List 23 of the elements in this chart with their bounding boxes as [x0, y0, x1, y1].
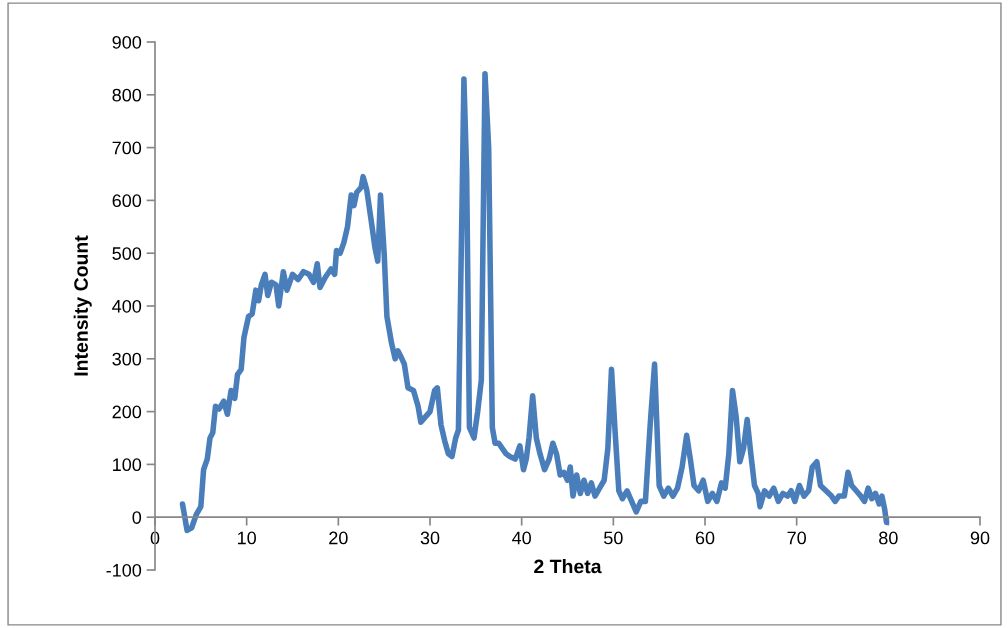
x-tick-label: 0 [150, 531, 160, 545]
x-tick-label: 80 [879, 531, 898, 545]
y-tick-label: 100 [113, 458, 142, 472]
y-tick-label: 400 [112, 299, 142, 313]
y-tick-label: 900 [112, 35, 142, 49]
x-tick-label: 10 [238, 531, 256, 545]
y-tick-label: 600 [112, 194, 142, 208]
x-tick-label: 30 [420, 531, 440, 545]
y-tick-label: 0 [132, 511, 142, 524]
y-axis-title: Intensity Count [73, 235, 92, 376]
y-tick-label: 800 [112, 88, 142, 102]
x-axis-title: 2 Theta [534, 559, 602, 574]
y-tick-label: 700 [112, 141, 142, 155]
x-tick-label: 60 [695, 531, 715, 545]
x-tick-label: 90 [970, 531, 990, 545]
x-tick-label: 40 [512, 531, 531, 545]
y-tick-label: 300 [112, 352, 142, 366]
y-tick-label: 500 [112, 247, 142, 260]
x-tick-label: 20 [329, 531, 348, 545]
x-tick-label: 50 [604, 531, 623, 545]
y-tick-label: 200 [112, 405, 142, 419]
y-tick-label: -100 [106, 563, 142, 577]
x-tick-label: 70 [787, 531, 806, 545]
